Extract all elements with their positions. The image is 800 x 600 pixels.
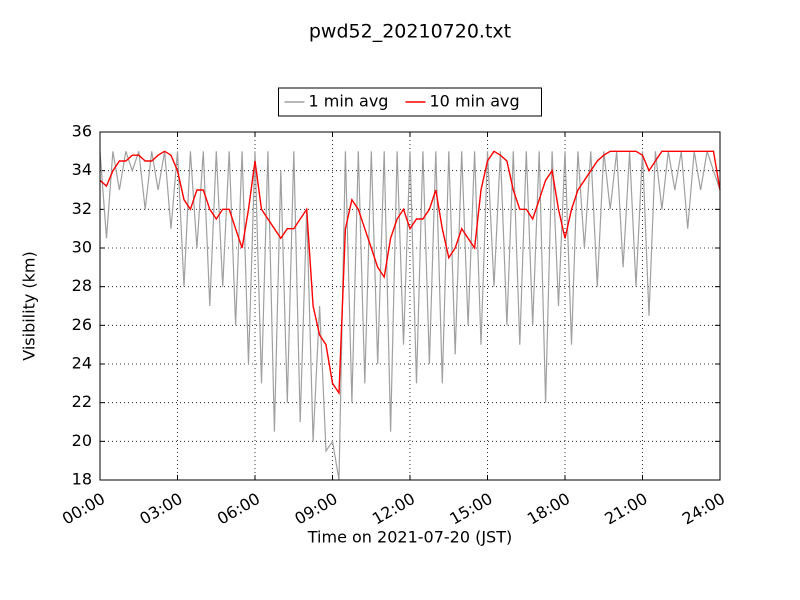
y-tick-label: 32 [72,199,92,218]
y-tick-label: 30 [72,238,92,257]
y-tick-label: 20 [72,431,92,450]
legend-label: 10 min avg [430,92,520,111]
y-tick-label: 36 [72,122,92,141]
y-tick-label: 28 [72,276,92,295]
plot-frame [99,131,721,481]
x-axis-label: Time on 2021-07-20 (JST) [307,528,512,547]
data-line [99,150,721,396]
y-tick-label: 22 [72,392,92,411]
chart-title: pwd52_20210720.txt [309,21,511,43]
y-tick-label: 34 [72,160,92,179]
y-tick-label: 26 [72,315,92,334]
y-tick-label: 24 [72,354,92,373]
legend-label: 1 min avg [309,92,389,111]
y-tick-label: 18 [72,470,92,489]
y-axis-label: Visibility (km) [20,251,39,360]
